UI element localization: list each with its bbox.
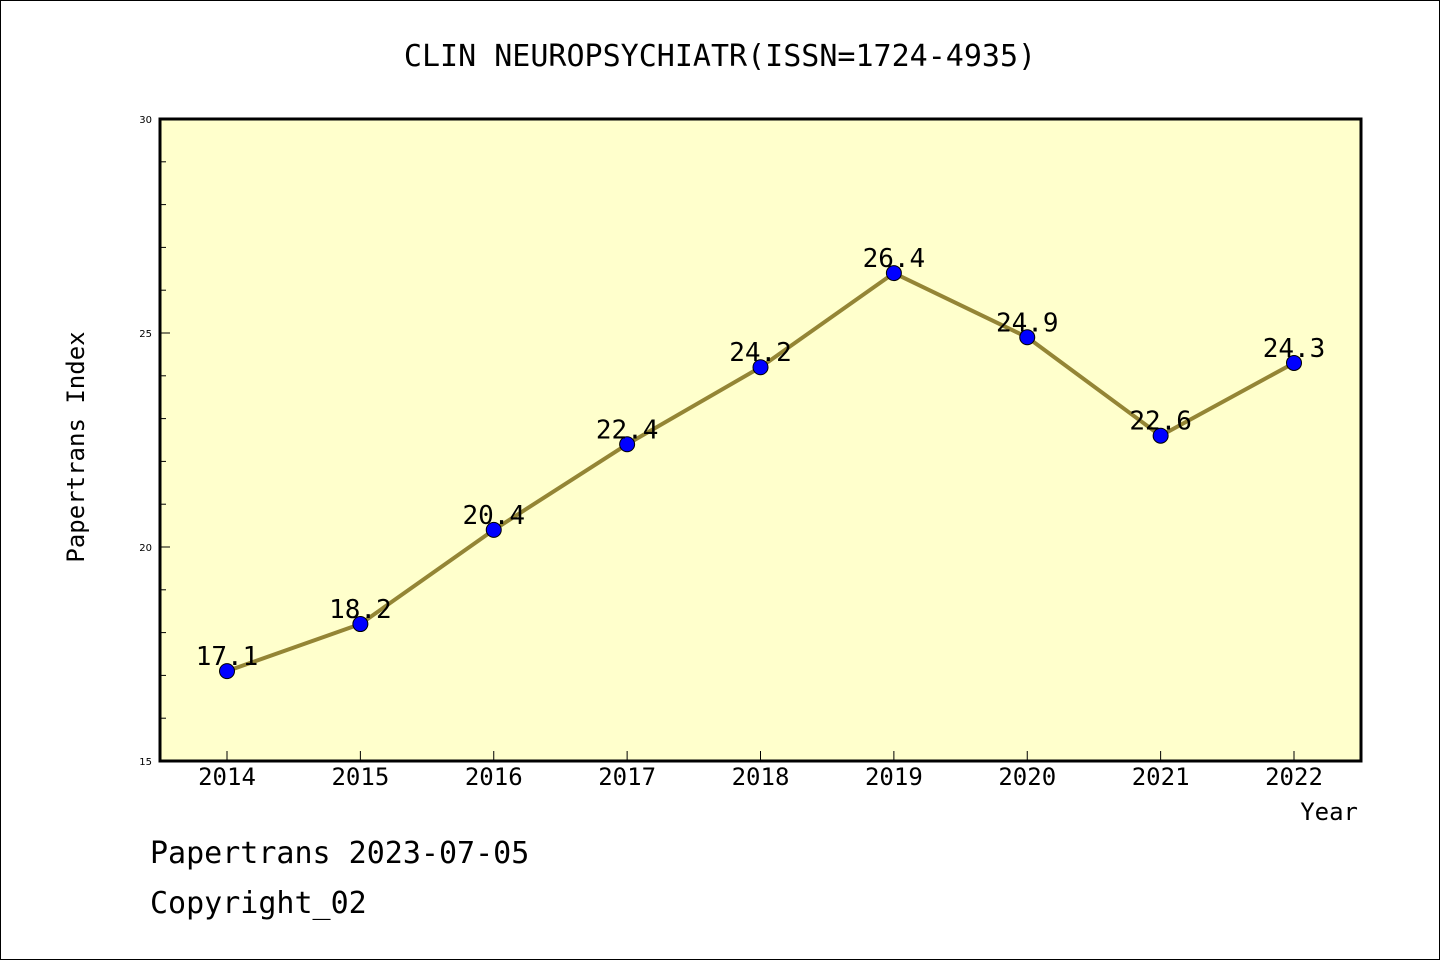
data-point-2020	[1019, 329, 1036, 346]
footer-date-text: Papertrans 2023-07-05	[150, 836, 530, 871]
data-label-2017: 22.4	[596, 415, 659, 445]
footer-copyright-text: Copyright_02	[150, 886, 367, 921]
x-tick-label: 2018	[732, 763, 790, 791]
data-point-2014	[219, 663, 235, 680]
x-axis-title: Year	[1300, 798, 1358, 826]
x-tick-label: 2022	[1265, 763, 1323, 791]
y-axis-ticks: 15 20 25 30	[139, 115, 170, 768]
x-axis-ticks: 2014 2015 2016 2017 2018 2019 2020 2021 2022	[198, 751, 1323, 791]
data-label-2021: 22.6	[1129, 407, 1192, 437]
plot-area	[158, 117, 1363, 763]
data-point-2015	[352, 616, 369, 633]
y-tick-label: 20	[139, 543, 152, 554]
x-tick-label: 2019	[865, 763, 923, 791]
data-point-2019	[885, 265, 902, 282]
y-tick-label: 25	[139, 329, 152, 340]
data-label-2018: 24.2	[729, 338, 792, 368]
data-point-2017	[619, 436, 636, 453]
data-point-2018	[752, 359, 769, 376]
x-tick-label: 2015	[331, 763, 389, 791]
y-axis-title: Papertrans Index	[62, 331, 90, 562]
y-tick-label: 15	[139, 757, 152, 768]
x-tick-label: 2017	[598, 763, 656, 791]
data-point-2016	[485, 521, 502, 538]
data-point-2021	[1152, 427, 1169, 444]
chart-title: CLIN NEUROPSYCHIATR(ISSN=1724-4935)	[404, 39, 1036, 74]
data-point-2022	[1286, 354, 1302, 371]
x-tick-label: 2014	[198, 763, 256, 791]
x-tick-label: 2021	[1132, 763, 1190, 791]
x-tick-label: 2020	[998, 763, 1056, 791]
data-label-2014: 17.1	[196, 642, 259, 672]
x-tick-label: 2016	[465, 763, 523, 791]
data-label-2019: 26.4	[863, 244, 926, 274]
y-tick-label: 30	[139, 115, 152, 126]
data-label-2015: 18.2	[329, 595, 392, 625]
series-papertrans-index: 17.1 18.2 20.4 22.4 24.2 26.4 24.9 22.6 24.3	[196, 244, 1326, 680]
data-label-2016: 20.4	[462, 501, 525, 531]
data-label-2020: 24.9	[996, 308, 1059, 338]
data-label-2022: 24.3	[1263, 334, 1326, 364]
